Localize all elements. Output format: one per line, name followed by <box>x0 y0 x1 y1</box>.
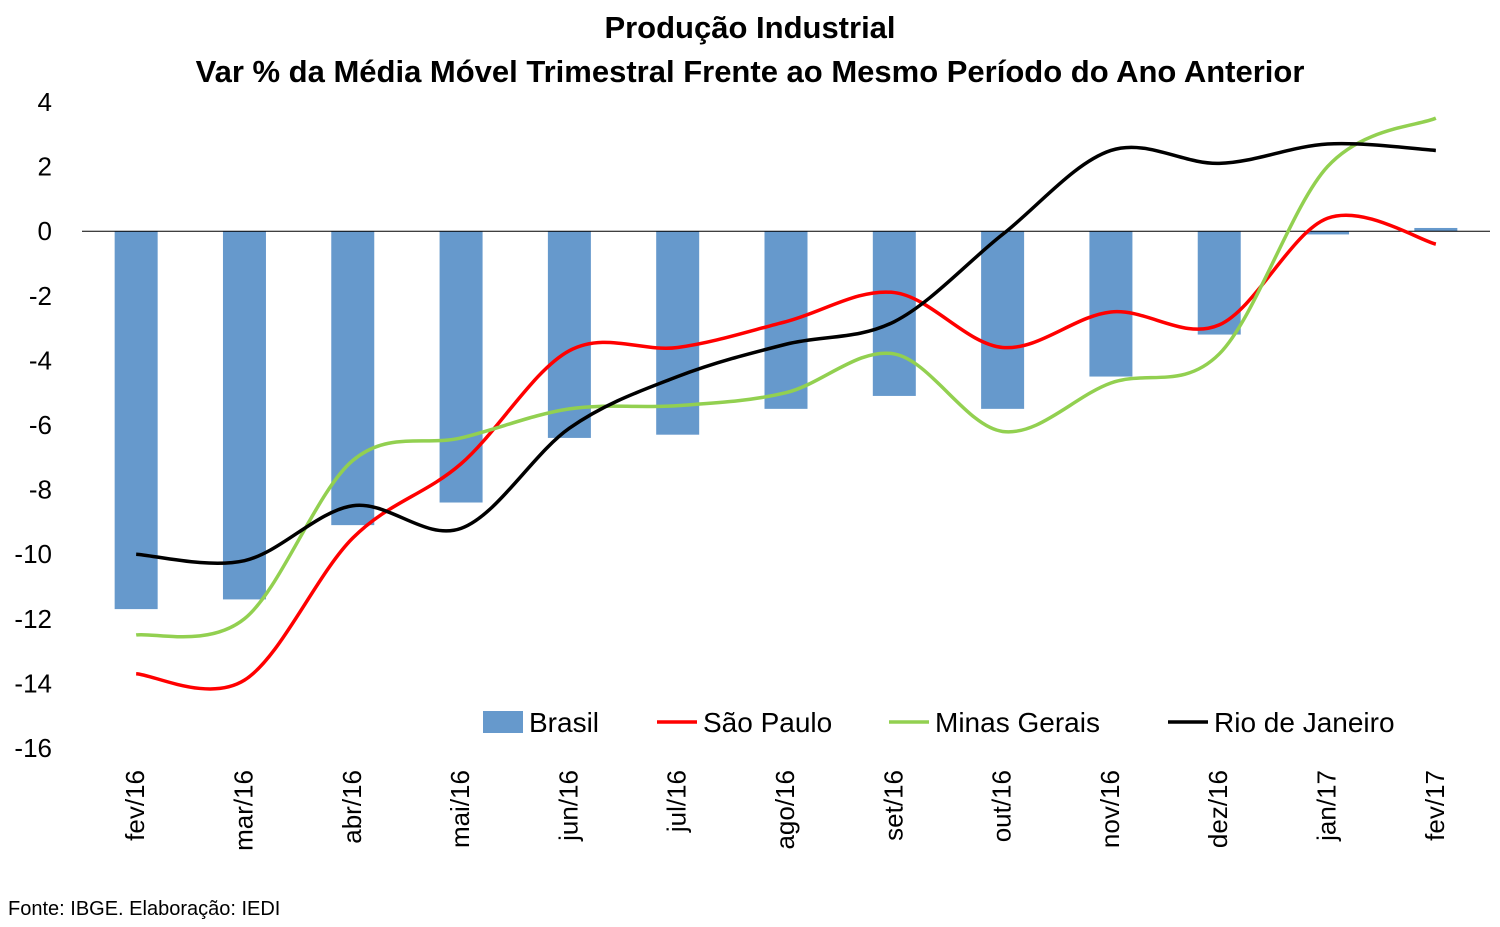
bar-series-brasil <box>114 227 1458 610</box>
x-axis: fev/16 mar/16 abr/16 mai/16 jun/16 jul/16 ago/… <box>120 770 1450 851</box>
y-tick-label: 4 <box>38 87 52 117</box>
x-tick-label: ago/16 <box>770 770 800 850</box>
y-tick-label: -8 <box>29 475 52 505</box>
x-tick-label: fev/16 <box>120 770 150 841</box>
y-axis: 4 2 0 -2 -4 -6 -8 -10 -12 -14 -16 <box>14 87 52 763</box>
bar-brasil <box>222 231 266 600</box>
bar-brasil <box>656 231 700 435</box>
legend-label-sao-paulo: São Paulo <box>703 707 832 738</box>
line-rio-de-janeiro <box>136 141 1436 565</box>
y-tick-label: -16 <box>14 733 52 763</box>
bar-brasil <box>1306 231 1350 235</box>
bar-brasil <box>1197 231 1241 335</box>
y-tick-label: -12 <box>14 604 52 634</box>
legend: Brasil São Paulo Minas Gerais Rio de Janeir… <box>483 707 1395 738</box>
x-tick-label: out/16 <box>987 770 1017 842</box>
x-tick-label: jun/16 <box>553 770 583 842</box>
bar-brasil <box>547 231 591 438</box>
y-tick-label: -10 <box>14 539 52 569</box>
legend-label-minas-gerais: Minas Gerais <box>935 707 1100 738</box>
chart-title: Produção Industrial <box>604 10 896 45</box>
x-tick-label: abr/16 <box>337 770 367 844</box>
x-tick-label: dez/16 <box>1203 770 1233 848</box>
y-tick-label: -4 <box>29 345 52 375</box>
line-minas-gerais <box>135 116 1437 639</box>
y-tick-label: 0 <box>38 216 52 246</box>
bar-brasil <box>981 231 1025 409</box>
x-tick-label: jul/16 <box>662 770 692 833</box>
bar-brasil <box>331 231 375 526</box>
x-tick-label: jan/17 <box>1312 770 1342 842</box>
y-tick-label: -2 <box>29 281 52 311</box>
bar-brasil <box>1414 227 1458 232</box>
x-tick-label: fev/17 <box>1420 770 1450 841</box>
bar-brasil <box>439 231 483 503</box>
y-tick-label: -6 <box>29 410 52 440</box>
legend-label-rio-de-janeiro: Rio de Janeiro <box>1214 707 1395 738</box>
bar-brasil <box>114 231 158 610</box>
y-tick-label: -14 <box>14 668 52 698</box>
x-tick-label: nov/16 <box>1095 770 1125 848</box>
source-note: Fonte: IBGE. Elaboração: IEDI <box>8 898 281 920</box>
chart-subtitle: Var % da Média Móvel Trimestral Frente a… <box>195 54 1305 89</box>
x-tick-label: mar/16 <box>228 770 258 851</box>
x-tick-label: mai/16 <box>445 770 475 848</box>
legend-label-brasil: Brasil <box>529 707 599 738</box>
y-tick-label: 2 <box>38 152 52 182</box>
x-tick-label: set/16 <box>878 770 908 841</box>
line-series-group <box>135 116 1437 691</box>
line-sao-paulo <box>135 213 1437 691</box>
legend-swatch-brasil <box>483 711 523 733</box>
bar-brasil <box>1089 231 1133 377</box>
